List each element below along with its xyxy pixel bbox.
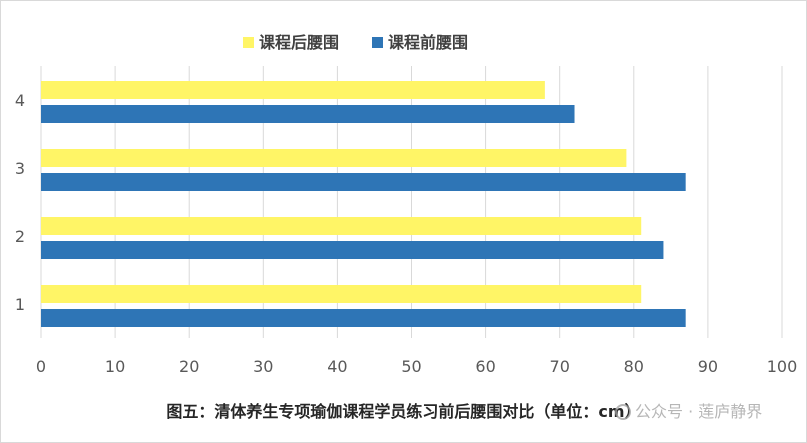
bar-before-1 — [41, 309, 686, 327]
legend: 课程后腰围 课程前腰围 — [243, 33, 468, 52]
bar-after-1 — [41, 285, 642, 303]
y-axis: 1 2 3 4 — [15, 91, 25, 314]
y-tick-label-2: 2 — [15, 227, 25, 246]
chart-caption: 图五：清体养生专项瑜伽课程学员练习前后腰围对比（单位：cm） — [166, 402, 641, 421]
bar-before-4 — [41, 105, 575, 123]
x-tick-label-0: 0 — [36, 357, 46, 376]
legend-label-after: 课程后腰围 — [259, 33, 339, 52]
watermark-text: 公众号 · 莲庐静界 — [635, 402, 763, 421]
y-tick-label-3: 3 — [15, 159, 25, 178]
x-tick-label-60: 60 — [475, 357, 495, 376]
x-tick-label-10: 10 — [105, 357, 125, 376]
x-tick-label-20: 20 — [179, 357, 199, 376]
bar-before-3 — [41, 173, 686, 191]
bar-after-2 — [41, 217, 642, 235]
bar-before-2 — [41, 241, 664, 259]
x-tick-label-90: 90 — [698, 357, 718, 376]
x-axis: 0 10 20 30 40 50 60 70 80 90 100 — [36, 357, 797, 376]
y-tick-label-1: 1 — [15, 295, 25, 314]
bar-after-3 — [41, 149, 627, 167]
x-tick-label-100: 100 — [767, 357, 798, 376]
legend-swatch-after — [243, 37, 254, 48]
bar-after-4 — [41, 81, 545, 99]
watermark: 公众号 · 莲庐静界 — [615, 398, 762, 422]
legend-label-before: 课程前腰围 — [388, 33, 468, 52]
bar-chart: 1 2 3 4 0 10 20 30 40 50 60 70 80 90 100 课程后腰围 课程前腰围 — [15, 33, 797, 376]
x-tick-label-70: 70 — [550, 357, 570, 376]
x-tick-label-50: 50 — [401, 357, 421, 376]
x-tick-label-30: 30 — [253, 357, 273, 376]
y-tick-label-4: 4 — [15, 91, 25, 110]
wechat-icon — [615, 404, 631, 420]
x-tick-label-40: 40 — [327, 357, 347, 376]
bars — [41, 81, 686, 327]
x-tick-label-80: 80 — [624, 357, 644, 376]
legend-swatch-before — [372, 37, 383, 48]
